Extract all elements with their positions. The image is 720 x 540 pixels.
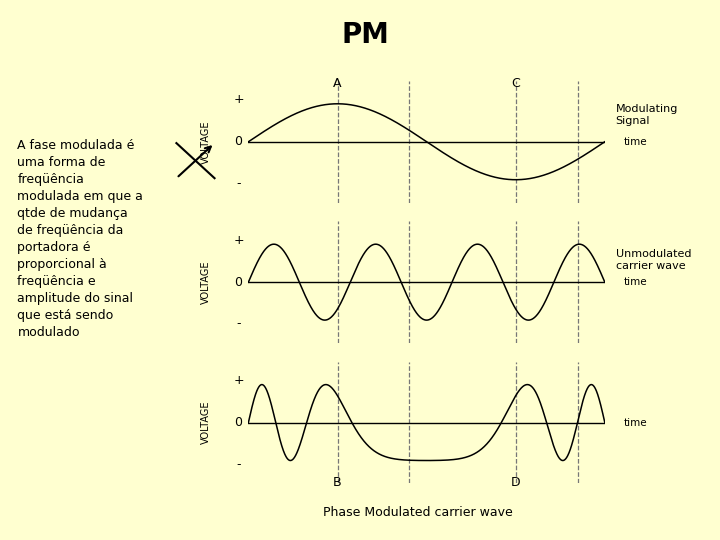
- Text: Phase Modulated carrier wave: Phase Modulated carrier wave: [323, 507, 513, 519]
- Text: D: D: [511, 476, 521, 489]
- Text: +: +: [233, 93, 244, 106]
- Text: Unmodulated
carrier wave: Unmodulated carrier wave: [616, 249, 691, 271]
- Text: -: -: [236, 318, 240, 330]
- Text: VOLTAGE: VOLTAGE: [201, 401, 211, 444]
- Text: 0: 0: [235, 416, 243, 429]
- Text: +: +: [233, 234, 244, 247]
- Text: time: time: [624, 137, 647, 147]
- Text: time: time: [624, 417, 647, 428]
- Text: PM: PM: [341, 21, 390, 49]
- Text: C: C: [511, 78, 520, 91]
- Text: time: time: [624, 277, 647, 287]
- Text: A: A: [333, 78, 342, 91]
- Text: -: -: [236, 458, 240, 471]
- Text: +: +: [233, 374, 244, 387]
- Text: -: -: [236, 177, 240, 190]
- Text: Modulating
Signal: Modulating Signal: [616, 104, 678, 126]
- Text: VOLTAGE: VOLTAGE: [201, 120, 211, 164]
- Text: B: B: [333, 476, 342, 489]
- Text: A fase modulada é
uma forma de
freqüência
modulada em que a
qtde de mudança
de f: A fase modulada é uma forma de freqüênci…: [17, 139, 143, 339]
- Text: VOLTAGE: VOLTAGE: [201, 260, 211, 304]
- Text: 0: 0: [235, 275, 243, 289]
- Text: 0: 0: [235, 135, 243, 148]
